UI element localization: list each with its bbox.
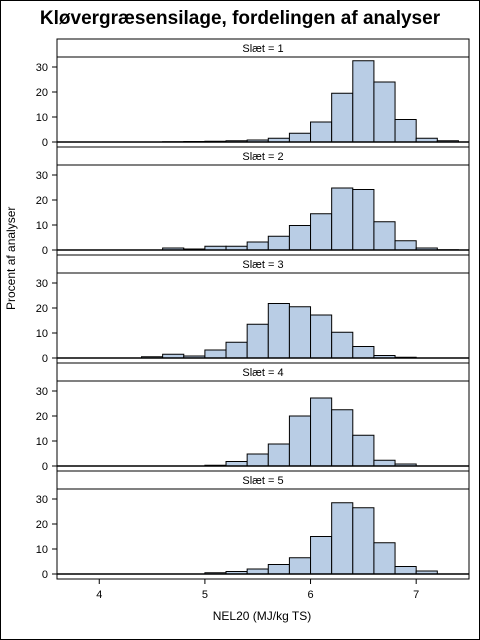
histogram-bar	[246, 241, 269, 251]
y-tick-label: 10	[36, 436, 48, 448]
histogram-bar	[394, 566, 417, 575]
x-tick-label: 7	[413, 589, 419, 601]
histogram-bar	[373, 542, 396, 575]
histogram-bar	[310, 314, 333, 359]
y-tick-label: 20	[36, 303, 48, 315]
histogram-bar	[331, 187, 354, 251]
histogram-bar	[246, 323, 269, 359]
histogram-bar	[352, 189, 375, 251]
histogram-bar	[352, 434, 375, 467]
histogram-bar	[331, 502, 354, 575]
y-tick-label: 0	[42, 245, 48, 257]
histogram-bar	[204, 349, 227, 359]
x-tick-label: 4	[96, 589, 102, 601]
panel-plot-area	[56, 488, 470, 580]
y-tick-label: 20	[36, 411, 48, 423]
histogram-bar	[331, 331, 354, 359]
y-tick-label: 10	[36, 328, 48, 340]
histogram-bar	[267, 564, 290, 575]
y-tick-label: 20	[36, 87, 48, 99]
histogram-bar	[288, 415, 312, 467]
histogram-bar	[288, 306, 312, 359]
y-tick-label: 30	[36, 494, 48, 506]
y-tick-label: 20	[36, 195, 48, 207]
y-tick-label: 20	[36, 519, 48, 531]
y-tick-label: 30	[36, 386, 48, 398]
y-tick-label: 30	[36, 170, 48, 182]
panel-label: Slæt = 2	[242, 151, 283, 163]
histogram-bar	[310, 536, 333, 575]
panel-label: Slæt = 4	[242, 367, 283, 379]
histogram-bar	[352, 346, 375, 359]
histogram-bar	[225, 341, 248, 359]
histogram-bar	[310, 397, 333, 467]
histogram-bar	[267, 443, 290, 467]
panel-plot-area	[56, 164, 470, 256]
y-tick-label: 10	[36, 220, 48, 232]
histogram-bar	[352, 60, 375, 143]
y-tick-label: 0	[42, 461, 48, 473]
histogram-bar	[267, 303, 290, 359]
chart-title: Kløvergræsensilage, fordelingen af analy…	[39, 8, 441, 29]
y-tick-label: 30	[36, 62, 48, 74]
histogram-bar	[373, 221, 396, 251]
histogram-bar	[310, 121, 333, 143]
y-tick-label: 0	[42, 137, 48, 149]
histogram-bar	[373, 81, 396, 143]
x-tick-label: 6	[307, 589, 313, 601]
histogram-bar	[288, 132, 312, 143]
histogram-bar	[394, 119, 417, 143]
histogram-bar	[267, 235, 290, 251]
y-tick-label: 10	[36, 112, 48, 124]
histogram-bar	[394, 240, 417, 251]
y-tick-label: 0	[42, 353, 48, 365]
histogram-bar	[331, 92, 354, 143]
panel-label: Slæt = 5	[242, 475, 283, 487]
histogram-bar	[331, 409, 354, 467]
y-tick-label: 0	[42, 569, 48, 581]
histogram-bar	[310, 213, 333, 251]
histogram-bar	[352, 507, 375, 575]
histogram-bar	[288, 225, 312, 251]
histogram-bar	[246, 453, 269, 467]
y-tick-label: 30	[36, 278, 48, 290]
x-tick-label: 5	[202, 589, 208, 601]
histogram-bar	[288, 557, 312, 575]
panel-label: Slæt = 1	[242, 43, 283, 55]
panel-label: Slæt = 3	[242, 259, 283, 271]
y-tick-label: 10	[36, 544, 48, 556]
x-axis-label: NEL20 (MJ/kg TS)	[212, 609, 312, 623]
histogram-bar	[373, 459, 396, 467]
